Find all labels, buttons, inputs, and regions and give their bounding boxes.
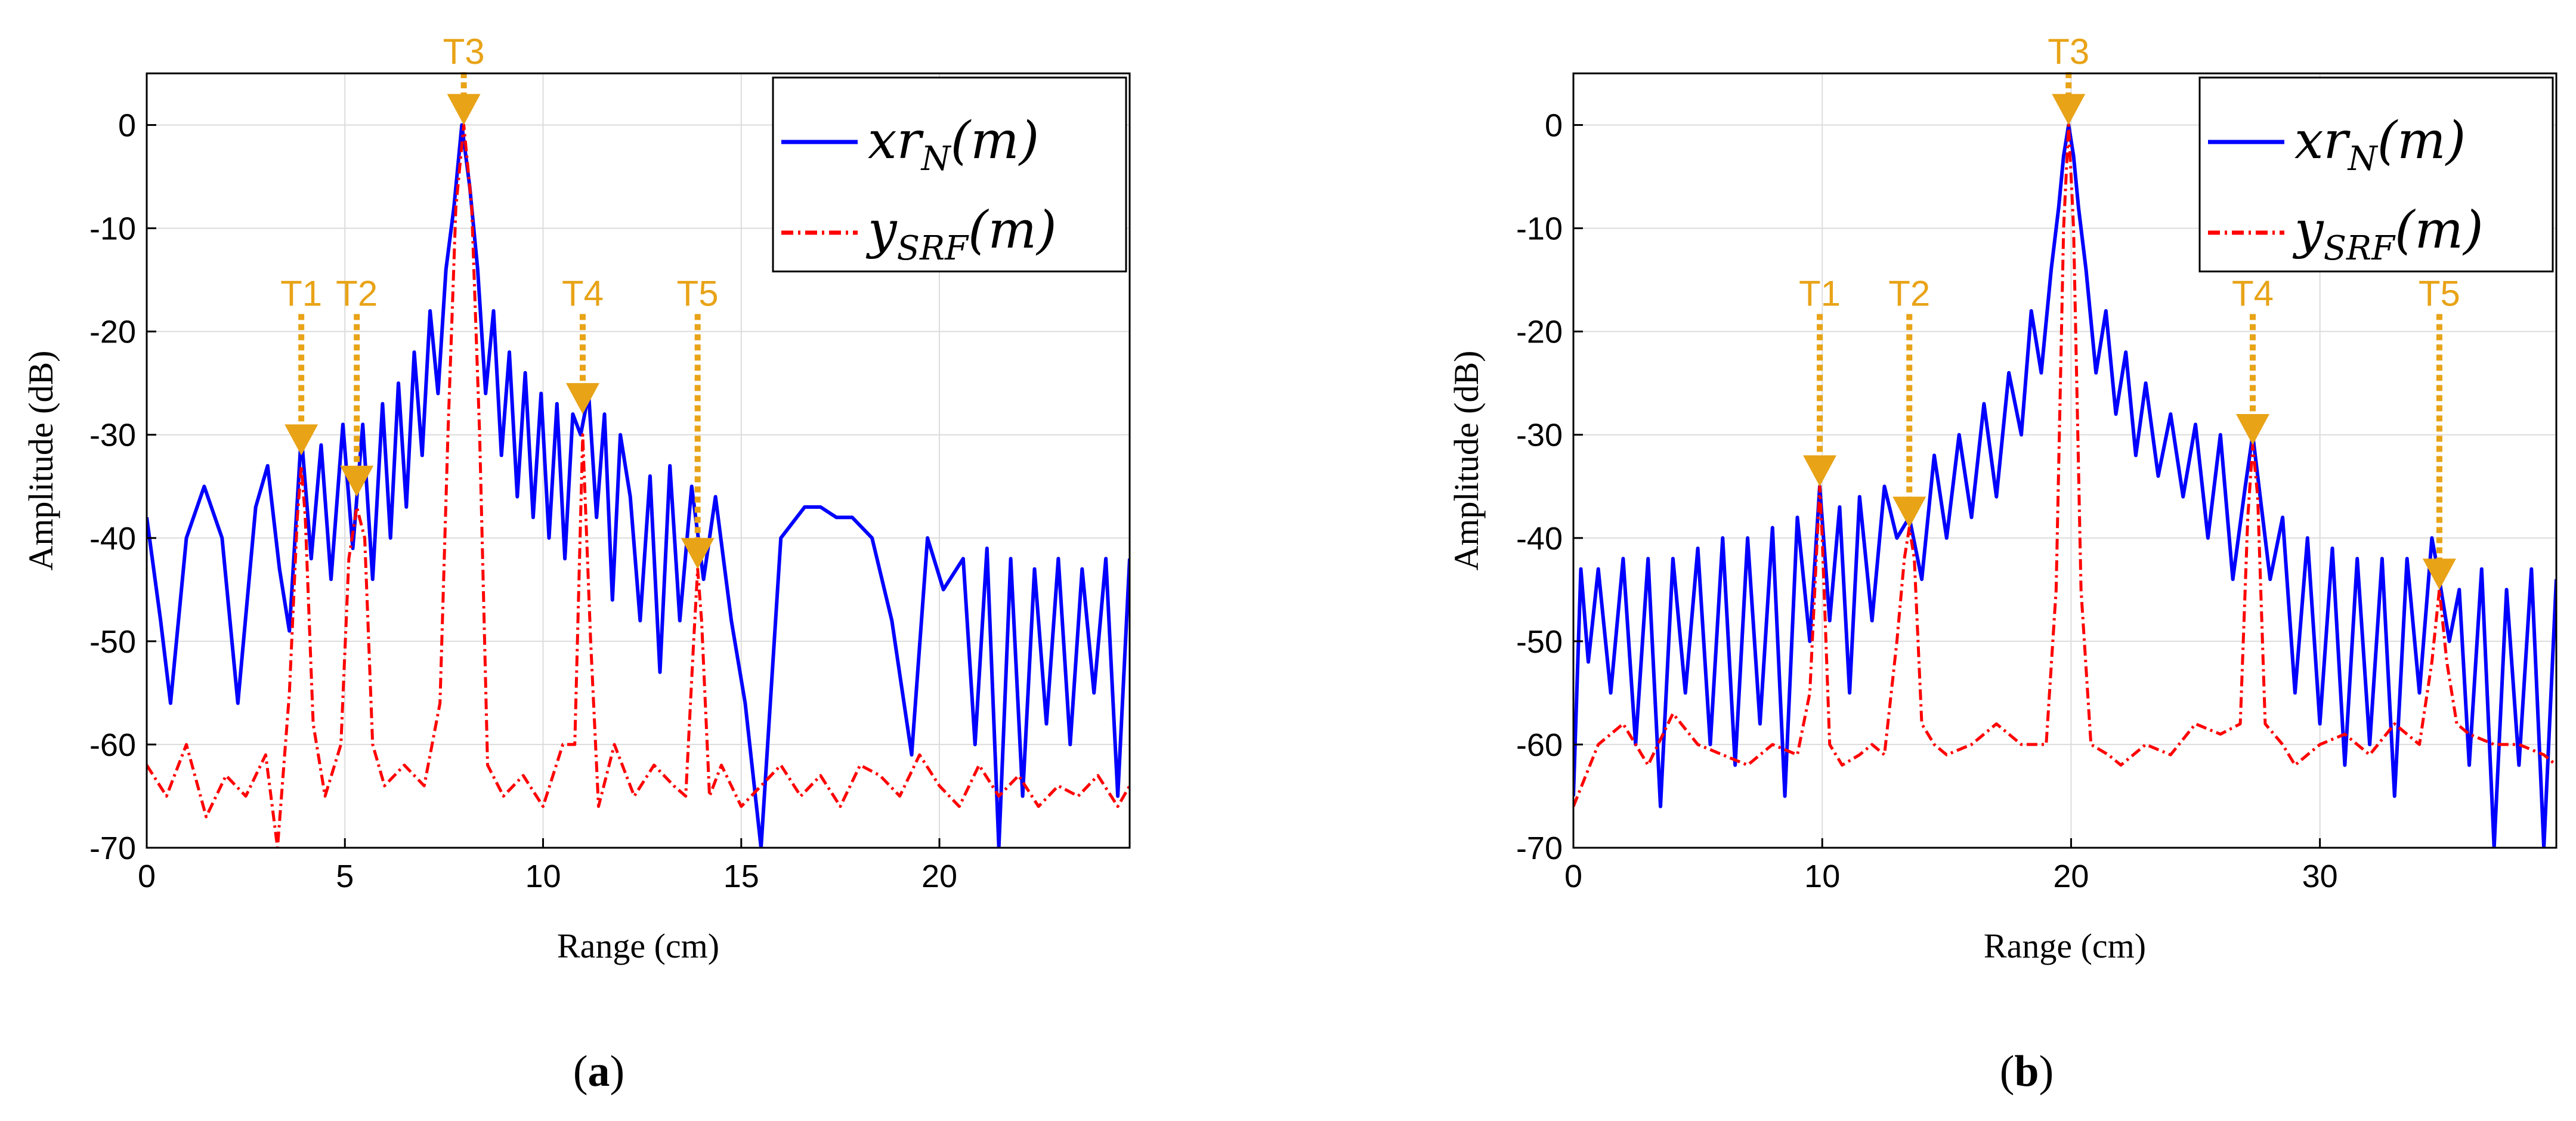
chart-b-marker-t1-label: T1	[1799, 273, 1841, 313]
chart-b-xtick-label: 20	[2053, 858, 2089, 894]
chart-b: T1 T2 T3 T4 T5 0 10 20 30 0 -10 -20 -30 -40 -50 -60 -70…	[1447, 32, 2558, 1096]
chart-b-marker-t5-label: T5	[2419, 273, 2460, 313]
chart-b-marker-t4-arrowhead	[2235, 414, 2269, 446]
chart-a-ytick-label: -40	[89, 521, 136, 557]
chart-b-legend-arg-2: (m)	[2395, 200, 2484, 260]
chart-a-ytick-label: -50	[89, 624, 136, 660]
chart-a-ytick-label: -20	[89, 314, 136, 350]
chart-b-legend-arg-1: (m)	[2377, 111, 2466, 171]
chart-b-ticks: 0 10 20 30 0 -10 -20 -30 -40 -50 -60 -70	[1516, 108, 2338, 894]
chart-a-marker-t5-label: T5	[677, 273, 719, 313]
chart-b-marker-t5: T5	[2419, 273, 2460, 590]
chart-b-legend-label-1: xrN(m)	[2294, 111, 2466, 178]
chart-a-ytick-label: -60	[89, 727, 136, 763]
chart-a-legend-name-1: xr	[868, 111, 924, 171]
chart-b-ytick-label: -20	[1516, 314, 1563, 350]
chart-a-markers: T1 T2 T3 T4 T5	[280, 32, 719, 569]
chart-a-marker-t3-arrowhead	[447, 94, 481, 125]
chart-a-xtick-label: 0	[138, 858, 156, 894]
chart-a-marker-t2-label: T2	[336, 273, 378, 313]
chart-b-xtick-label: 10	[1804, 858, 1840, 894]
chart-b-marker-t2-arrowhead	[1892, 496, 1926, 528]
chart-a-series	[147, 123, 1130, 848]
chart-a-legend-label-1: xrN(m)	[868, 111, 1039, 178]
chart-a-legend-arg-1: (m)	[951, 111, 1040, 171]
chart-a-xtick-label: 10	[525, 858, 561, 894]
chart-a-legend-label-2: ySRF(m)	[865, 200, 1057, 268]
chart-a-legend: xrN(m) ySRF(m)	[772, 76, 1127, 273]
chart-b-ytick-label: -30	[1516, 418, 1563, 453]
chart-b-marker-t2: T2	[1888, 273, 1930, 528]
chart-a-ytick-label: -30	[89, 418, 136, 453]
chart-a-marker-t3: T3	[443, 32, 485, 125]
chart-b-series	[1573, 123, 2556, 848]
chart-a-series-xrN	[147, 123, 1130, 848]
chart-a-panel-letter: a	[588, 1047, 610, 1096]
chart-a-legend-sub-1: N	[920, 140, 952, 178]
chart-b-marker-t1: T1	[1799, 273, 1841, 487]
chart-b-ytick-label: -40	[1516, 521, 1563, 557]
chart-a-marker-t4-label: T4	[562, 273, 604, 313]
chart-b-ytick-label: -50	[1516, 624, 1563, 660]
chart-b-markers: T1 T2 T3 T4 T5	[1799, 32, 2460, 590]
chart-a-marker-t1-arrowhead	[284, 424, 318, 456]
chart-b-legend-sub-1: N	[2347, 140, 2379, 178]
chart-b-marker-t1-arrowhead	[1803, 455, 1837, 487]
chart-a-ytick-label: 0	[118, 108, 136, 144]
chart-a-marker-t4: T4	[562, 273, 604, 415]
chart-b-marker-t4: T4	[2232, 273, 2274, 446]
chart-a-ylabel: Amplitude (dB)	[21, 351, 60, 571]
chart-a-ytick-label: -10	[89, 211, 136, 247]
chart-a-marker-t2: T2	[336, 273, 378, 497]
chart-b-marker-t4-label: T4	[2232, 273, 2274, 313]
chart-a-marker-t5: T5	[677, 273, 719, 569]
chart-b-panel-label: (b)	[2000, 1047, 2054, 1096]
chart-a-legend-name-2: y	[865, 200, 898, 260]
chart-b-marker-t5-arrowhead	[2422, 558, 2456, 590]
chart-b-legend: xrN(m) ySRF(m)	[2198, 76, 2554, 273]
chart-a-legend-arg-2: (m)	[968, 200, 1057, 260]
chart-b-ytick-label: 0	[1545, 108, 1563, 144]
chart-a: T1 T2 T3 T4 T5 0 5 10 15 20 0 -10 -20 -30 -40 -50 -60 -7…	[21, 32, 1131, 1096]
chart-b-ytick-label: -10	[1516, 211, 1563, 247]
chart-b-marker-t3-arrowhead	[2052, 94, 2086, 125]
chart-a-marker-t5-arrowhead	[681, 538, 715, 569]
chart-b-ytick-label: -70	[1516, 830, 1563, 866]
chart-a-marker-t1: T1	[280, 273, 322, 456]
chart-b-legend-sub-2: SRF	[2324, 229, 2396, 268]
chart-a-axes-box	[146, 72, 1131, 849]
chart-a-series-ySRF	[147, 123, 1130, 848]
chart-a-xtick-label: 15	[723, 858, 759, 894]
chart-a-marker-t1-label: T1	[280, 273, 322, 313]
chart-a-marker-t4-arrowhead	[565, 383, 599, 415]
chart-a-marker-t2-arrowhead	[340, 465, 374, 497]
chart-b-legend-label-2: ySRF(m)	[2292, 200, 2484, 268]
chart-b-xlabel: Range (cm)	[1984, 927, 2146, 965]
chart-a-marker-t3-label: T3	[443, 32, 485, 72]
chart-b-legend-name-2: y	[2292, 200, 2324, 260]
chart-b-xtick-label: 0	[1564, 858, 1582, 894]
chart-a-ytick-label: -70	[89, 830, 136, 866]
chart-b-ylabel: Amplitude (dB)	[1447, 351, 1486, 571]
chart-b-panel-letter: b	[2014, 1047, 2039, 1096]
chart-b-axes-box	[1572, 72, 2558, 849]
chart-a-legend-sub-2: SRF	[897, 229, 970, 268]
chart-b-xtick-label: 30	[2302, 858, 2338, 894]
chart-b-marker-t3: T3	[2048, 32, 2089, 125]
chart-b-legend-name-1: xr	[2294, 111, 2351, 171]
chart-b-ytick-label: -60	[1516, 727, 1563, 763]
chart-b-marker-t3-label: T3	[2048, 32, 2089, 72]
chart-b-marker-t2-label: T2	[1888, 273, 1930, 313]
chart-a-xlabel: Range (cm)	[557, 927, 719, 965]
chart-b-series-ySRF	[1573, 123, 2556, 807]
chart-a-xtick-label: 5	[336, 858, 354, 894]
chart-a-legend-box	[772, 76, 1127, 273]
chart-a-panel-label: (a)	[573, 1047, 624, 1096]
chart-a-xtick-label: 20	[921, 858, 957, 894]
chart-b-legend-box	[2198, 76, 2554, 273]
